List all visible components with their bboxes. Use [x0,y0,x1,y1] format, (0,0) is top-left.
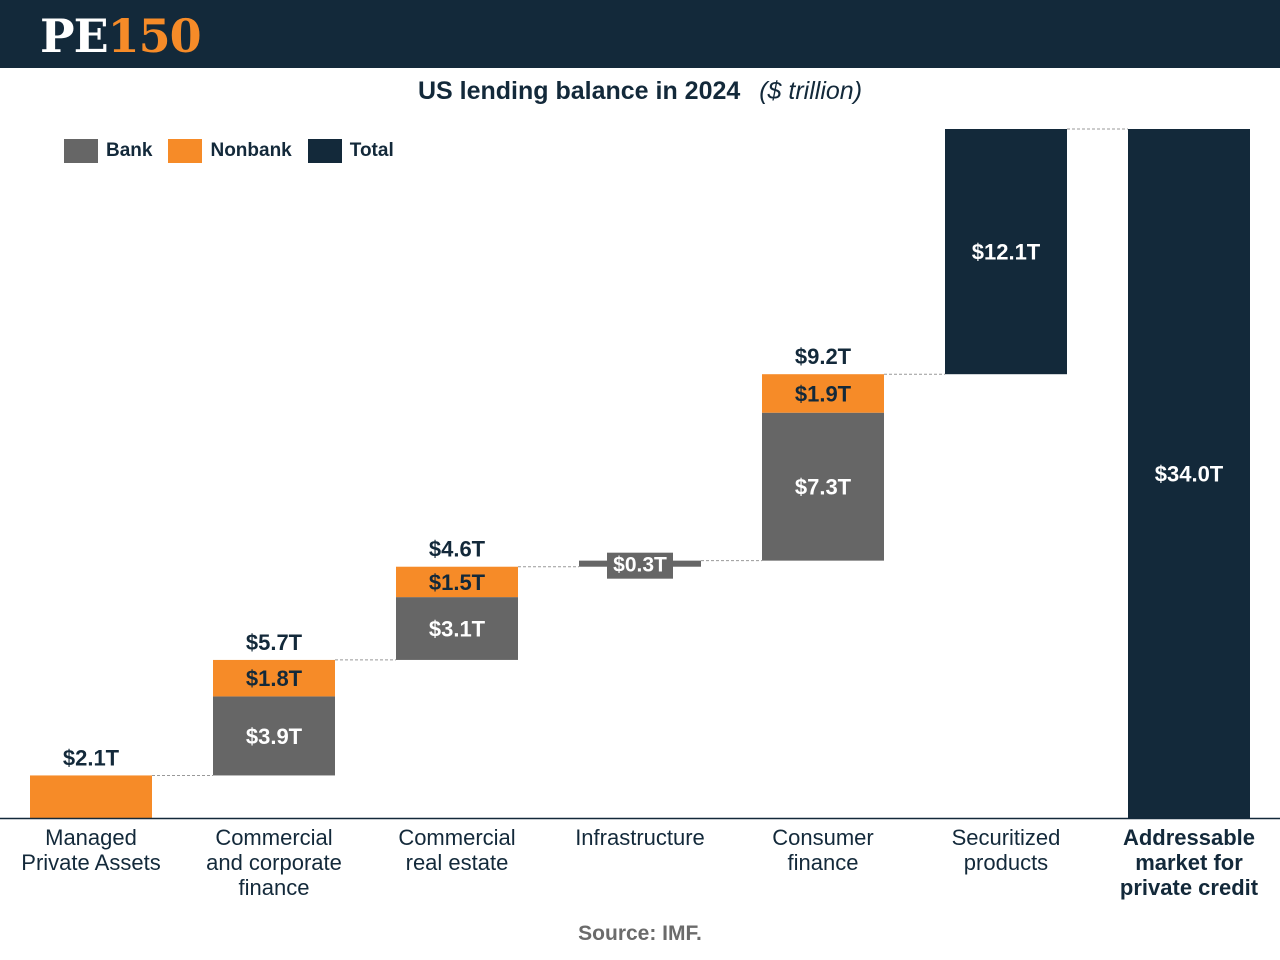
legend-label-nonbank: Nonbank [210,140,292,161]
bar-label-badge [607,552,673,579]
legend-item-nonbank: Nonbank [168,139,292,163]
bar-segment-bank [396,597,518,660]
x-axis-tick-label: Managed [45,825,137,850]
x-axis-tick-label: real estate [406,850,509,875]
bar-segment-label: $0.3T [613,554,667,577]
bar-segment-label: $1.5T [429,570,486,595]
legend-item-total: Total [307,139,394,163]
bar-segment-label: $3.9T [246,724,303,749]
x-axis-tick-label: Securitized [952,825,1061,850]
bar-segment-nonbank [213,659,335,697]
x-axis-tick-label: finance [239,875,310,900]
chart-title: US lending balance in 2024 ($ trillion) [0,74,1280,108]
bar-segment-label: $3.1T [429,617,486,642]
bar-total-label: $2.1T [63,745,120,770]
x-axis-tick-label: private credit [1120,875,1259,900]
x-axis-tick-label: Commercial [398,825,515,850]
bar-segment-total [1128,129,1250,818]
legend-swatch-total [307,139,342,163]
legend-swatch-bank [64,139,98,163]
source-note: Source: IMF. [578,922,702,945]
x-axis-tick-label: Private Assets [21,850,160,875]
bar-segment-nonbank [396,566,518,598]
legend-label-total: Total [349,140,394,161]
bar-segment-label: $34.0T [1155,462,1224,487]
x-axis-tick-label: market for [1135,850,1243,875]
chart-title-text: US lending balance in 2024 [417,77,741,105]
header-bar: PE150 [0,0,1280,68]
bar-segment-nonbank [762,374,884,413]
bar-segment-label: $1.8T [246,666,303,691]
chart-unit: ($ trillion) [759,77,863,105]
x-axis-tick-label: Addressable [1123,825,1255,850]
legend-item-bank: Bank [64,139,152,163]
x-axis-tick-label: Commercial [215,825,332,850]
bar-total-label: $4.6T [429,537,486,562]
x-axis-tick-label: Consumer [772,825,873,850]
bar-segment-label: $7.3T [795,475,852,500]
x-axis-tick-label: products [964,850,1048,875]
x-axis-tick-label: finance [788,850,859,875]
bar-segment-bank [213,696,335,776]
bar-total-label: $5.7T [246,630,303,655]
bar-segment-total [945,129,1067,375]
bar-segment-nonbank [30,775,152,818]
bar-segment-label: $12.1T [972,240,1041,265]
bar-total-label: $9.2T [795,344,852,369]
legend-swatch-nonbank [168,139,203,163]
bar-segment-label: $1.9T [795,381,852,406]
legend-label-bank: Bank [106,140,153,161]
x-axis-tick-label: and corporate [206,850,342,875]
x-axis-tick-label: Infrastructure [575,825,705,850]
bar-segment-bank [762,412,884,561]
pe150-logo: PE150 [40,9,202,63]
chart-legend: Bank Nonbank Total [64,138,410,164]
